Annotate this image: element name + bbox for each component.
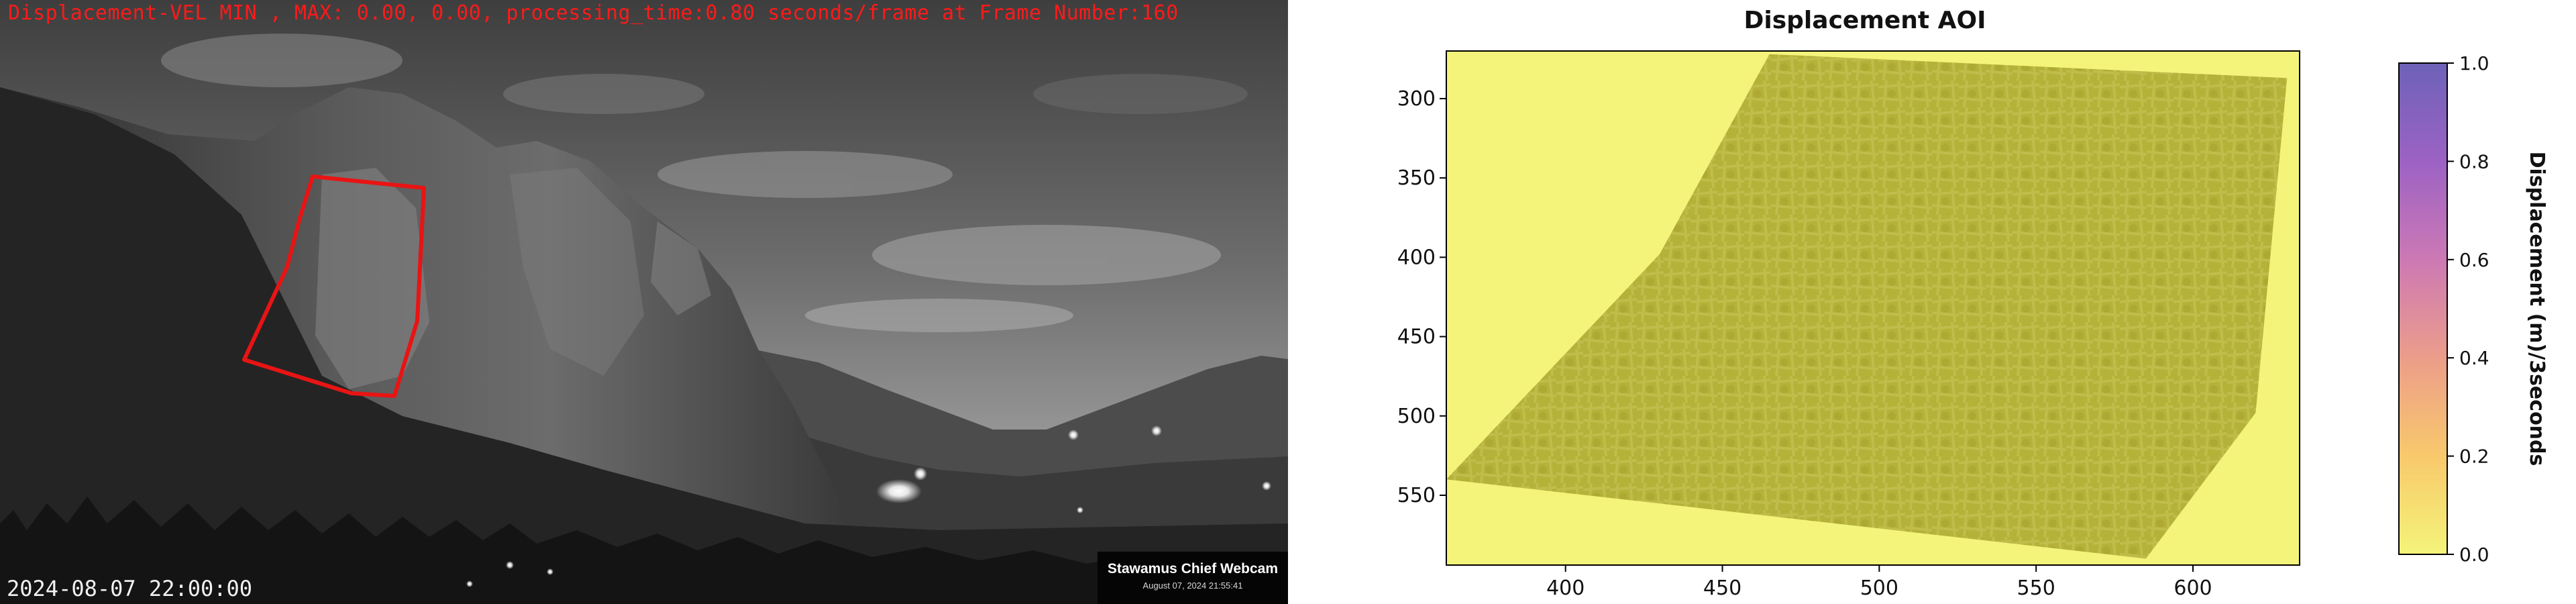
colorbar: 0.0 0.2 0.4 0.6 0.8 1.0 Displacement (m)/3sec… xyxy=(2398,52,2548,566)
colorbar-tick-label: 0.0 xyxy=(2459,544,2489,566)
forest-slope-left xyxy=(0,87,1288,604)
colorbar-tick-label: 0.2 xyxy=(2459,446,2489,468)
y-axis: 300 350 400 450 500 550 xyxy=(1397,87,1446,507)
colorbar-tick-label: 0.6 xyxy=(2459,249,2489,271)
colorbar-tick-label: 0.4 xyxy=(2459,347,2489,369)
webcam-badge-title: Stawamus Chief Webcam xyxy=(1107,561,1279,576)
webcam-badge-date: August 07, 2024 21:55:41 xyxy=(1142,581,1243,591)
frame-timestamp: 2024-08-07 22:00:00 xyxy=(7,576,253,601)
x-tick-label: 400 xyxy=(1546,576,1585,600)
rock-face-detail xyxy=(315,168,711,389)
x-tick-label: 550 xyxy=(2017,576,2055,600)
colorbar-tick-label: 1.0 xyxy=(2459,52,2489,74)
webcam-badge: Stawamus Chief Webcam August 07, 2024 21… xyxy=(1097,552,1288,604)
x-tick-label: 500 xyxy=(1860,576,1898,600)
y-tick-label: 450 xyxy=(1397,325,1436,349)
aoi-heatmap xyxy=(1446,54,2288,559)
processing-status-text: Displacement-VEL MIN , MAX: 0.00, 0.00, … xyxy=(8,1,1179,25)
aoi-outline xyxy=(242,174,426,398)
webcam-frame: Displacement-VEL MIN , MAX: 0.00, 0.00, … xyxy=(0,0,1288,604)
colorbar-ticks: 0.0 0.2 0.4 0.6 0.8 1.0 xyxy=(2447,52,2489,566)
chart-title: Displacement AOI xyxy=(1744,7,1986,34)
y-tick-label: 300 xyxy=(1397,87,1436,111)
town-lights xyxy=(466,425,1271,587)
tree-line xyxy=(0,497,1288,604)
x-tick-label: 450 xyxy=(1703,576,1741,600)
y-tick-label: 400 xyxy=(1397,246,1436,269)
clouds xyxy=(161,34,1248,332)
y-tick-label: 350 xyxy=(1397,166,1436,190)
chart-canvas: Displacement AOI 400 450 500 550 600 300 350 4… xyxy=(1397,7,2548,600)
x-axis: 400 450 500 550 600 xyxy=(1546,565,2212,600)
displacement-chart: Displacement AOI 400 450 500 550 600 300 350 4… xyxy=(1288,0,2576,604)
x-tick-label: 600 xyxy=(2174,576,2212,600)
colorbar-gradient xyxy=(2398,62,2448,555)
colorbar-label: Displacement (m)/3seconds xyxy=(2525,152,2548,466)
plot-frame xyxy=(1446,50,2300,566)
webcam-scene xyxy=(0,0,1288,604)
y-tick-label: 500 xyxy=(1397,405,1436,428)
plot-area xyxy=(1446,50,2300,566)
colorbar-tick-label: 0.8 xyxy=(2459,150,2489,172)
y-tick-label: 550 xyxy=(1397,484,1436,507)
